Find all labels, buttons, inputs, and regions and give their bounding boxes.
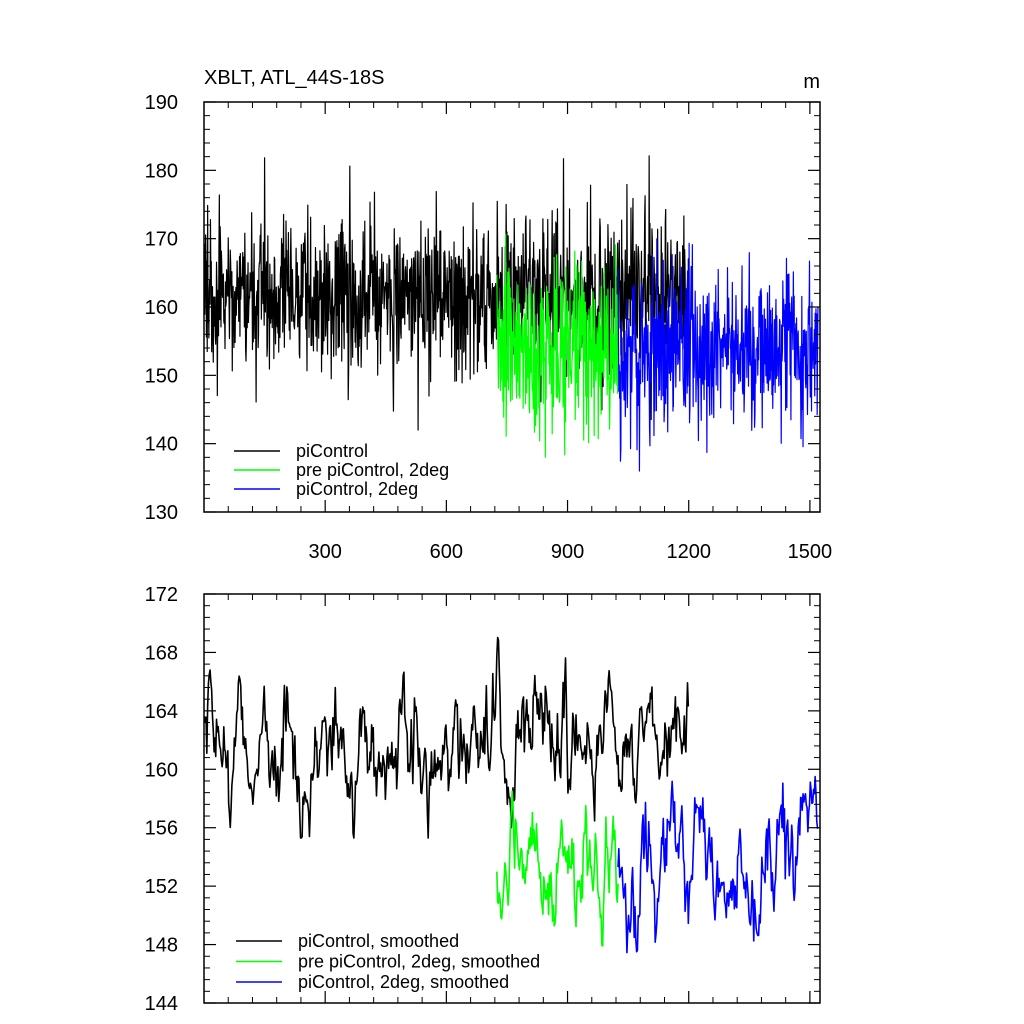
y-tick-label: 164 [145,701,178,723]
x-tick-label: 600 [430,541,463,563]
x-tick-label: 300 [308,541,341,563]
y-tick-label: 144 [145,993,178,1015]
y-tick-label: 168 [145,642,178,664]
series-line-pre-picontrol-2deg-smoothed [496,790,619,947]
legend-label: piControl, 2deg [296,479,418,499]
series-line-picontrol [203,155,690,431]
legend-label: pre piControl, 2deg [296,460,449,480]
top-panel: XBLT, ATL_44S-18S m 130 140 150 160 170 180 19… [145,67,833,563]
top-plot-frame [203,101,821,513]
y-tick-label: 160 [145,297,178,319]
y-tick-label: 190 [145,92,178,114]
x-tick-label: 1200 [666,541,711,563]
units-label: m [803,71,820,93]
top-ticks-layer: 130 140 150 160 170 180 190 300 600 900 1200 1500 [145,92,833,563]
y-tick-label: 170 [145,229,178,251]
y-tick-label: 172 [145,584,178,606]
series-line-pre-picontrol-2deg [496,233,619,458]
x-tick-label: 1500 [788,541,833,563]
y-tick-label: 130 [145,502,178,524]
bottom-panel: 144 148 152 156 160 164 168 172 piControl, smoo… [145,584,821,1015]
legend-label: piControl [296,441,368,461]
legend-label: piControl, smoothed [298,931,459,951]
series-line-picontrol-2deg [617,238,819,472]
chart-title: XBLT, ATL_44S-18S [204,67,384,89]
y-tick-label: 156 [145,818,178,840]
y-tick-label: 148 [145,935,178,957]
y-tick-label: 140 [145,434,178,456]
bottom-series-layer [203,636,819,954]
legend-label: pre piControl, 2deg, smoothed [298,952,540,972]
series-line-picontrol-2deg-smoothed [617,775,819,954]
top-series-layer [203,155,819,472]
y-tick-label: 150 [145,365,178,387]
legend-label: piControl, 2deg, smoothed [298,972,509,992]
bottom-plot-frame [203,593,821,1004]
y-tick-label: 152 [145,876,178,898]
x-tick-label: 900 [551,541,584,563]
series-line-picontrol-smoothed [203,636,690,839]
y-tick-label: 160 [145,759,178,781]
y-tick-label: 180 [145,160,178,182]
bottom-ticks-layer: 144 148 152 156 160 164 168 172 [145,584,820,1015]
